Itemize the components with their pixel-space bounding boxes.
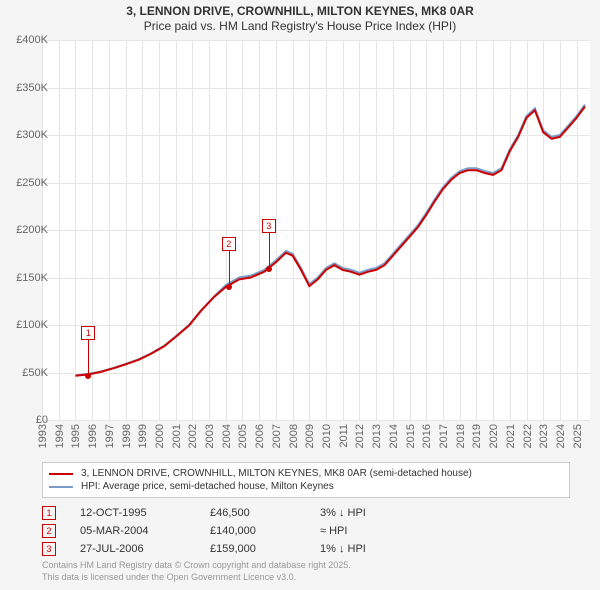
x-axis-label: 2016 (421, 424, 433, 448)
y-axis-label: £400K (16, 34, 48, 46)
footer-line1: Contains HM Land Registry data © Crown c… (42, 560, 351, 572)
marker-line (88, 340, 89, 373)
x-axis-label: 2014 (388, 424, 400, 448)
transaction-date: 05-MAR-2004 (80, 525, 210, 537)
x-axis-label: 2008 (288, 424, 300, 448)
x-axis-label: 2019 (471, 424, 483, 448)
x-axis-label: 1998 (121, 424, 133, 448)
x-axis-label: 2024 (555, 424, 567, 448)
x-axis-label: 2017 (438, 424, 450, 448)
x-axis-label: 2001 (171, 424, 183, 448)
legend-item: 3, LENNON DRIVE, CROWNHILL, MILTON KEYNE… (49, 467, 563, 480)
x-axis-label: 2010 (321, 424, 333, 448)
x-axis-label: 2002 (187, 424, 199, 448)
footer-line2: This data is licensed under the Open Gov… (42, 572, 351, 584)
x-axis-label: 2000 (154, 424, 166, 448)
x-axis-label: 1994 (54, 424, 66, 448)
transaction-price: £140,000 (210, 525, 320, 537)
x-axis-label: 2011 (338, 424, 350, 448)
series-property (75, 107, 585, 376)
chart-container: 3, LENNON DRIVE, CROWNHILL, MILTON KEYNE… (0, 0, 600, 590)
legend-label: HPI: Average price, semi-detached house,… (81, 481, 334, 492)
y-axis-label: £250K (16, 177, 48, 189)
x-axis-label: 1997 (104, 424, 116, 448)
y-axis-label: £100K (16, 319, 48, 331)
marker-dot (266, 266, 272, 272)
transaction-marker: 1 (42, 506, 56, 520)
x-axis-label: 2006 (254, 424, 266, 448)
marker-label: 2 (222, 237, 236, 251)
chart-lines (42, 40, 590, 420)
x-axis-label: 2015 (405, 424, 417, 448)
x-axis-label: 2018 (455, 424, 467, 448)
transaction-row: 3 27-JUL-2006£159,0001% ↓ HPI (42, 540, 420, 558)
y-axis-label: £200K (16, 224, 48, 236)
transaction-marker: 2 (42, 524, 56, 538)
x-axis-label: 2004 (221, 424, 233, 448)
transaction-row: 1 12-OCT-1995£46,5003% ↓ HPI (42, 504, 420, 522)
transaction-price: £46,500 (210, 507, 320, 519)
transaction-diff: ≈ HPI (320, 525, 420, 537)
marker-label: 3 (262, 219, 276, 233)
x-axis-label: 2021 (505, 424, 517, 448)
x-axis-label: 1996 (87, 424, 99, 448)
x-axis-label: 2020 (488, 424, 500, 448)
y-axis-label: £300K (16, 129, 48, 141)
legend-item: HPI: Average price, semi-detached house,… (49, 480, 563, 493)
marker-dot (85, 373, 91, 379)
x-axis-label: 1999 (137, 424, 149, 448)
y-axis-label: £50K (22, 367, 48, 379)
x-axis-label: 1995 (70, 424, 82, 448)
x-axis-label: 2003 (204, 424, 216, 448)
y-axis-label: £150K (16, 272, 48, 284)
transaction-date: 27-JUL-2006 (80, 543, 210, 555)
footer-attribution: Contains HM Land Registry data © Crown c… (42, 560, 351, 583)
x-axis-label: 2012 (354, 424, 366, 448)
x-axis-label: 2007 (271, 424, 283, 448)
legend: 3, LENNON DRIVE, CROWNHILL, MILTON KEYNE… (42, 462, 570, 498)
title-line2: Price paid vs. HM Land Registry's House … (0, 19, 600, 33)
series-hpi (75, 105, 585, 376)
y-axis-label: £350K (16, 82, 48, 94)
transaction-diff: 3% ↓ HPI (320, 507, 420, 519)
x-axis-label: 1993 (37, 424, 49, 448)
x-axis-label: 2023 (538, 424, 550, 448)
transaction-row: 2 05-MAR-2004£140,000≈ HPI (42, 522, 420, 540)
title-line1: 3, LENNON DRIVE, CROWNHILL, MILTON KEYNE… (0, 4, 600, 18)
transaction-diff: 1% ↓ HPI (320, 543, 420, 555)
transaction-date: 12-OCT-1995 (80, 507, 210, 519)
legend-swatch (49, 486, 73, 488)
transaction-price: £159,000 (210, 543, 320, 555)
marker-label: 1 (81, 326, 95, 340)
gridline-h (42, 420, 590, 421)
marker-line (229, 251, 230, 284)
legend-swatch (49, 473, 73, 475)
transactions-table: 1 12-OCT-1995£46,5003% ↓ HPI 2 05-MAR-2004£… (42, 504, 420, 558)
x-axis-label: 2022 (522, 424, 534, 448)
x-axis-label: 2025 (572, 424, 584, 448)
marker-dot (226, 284, 232, 290)
title-area: 3, LENNON DRIVE, CROWNHILL, MILTON KEYNE… (0, 0, 600, 35)
legend-label: 3, LENNON DRIVE, CROWNHILL, MILTON KEYNE… (81, 468, 472, 479)
x-axis-label: 2013 (371, 424, 383, 448)
chart-plot-area: 1 2 3 (42, 40, 590, 420)
x-axis-label: 2005 (237, 424, 249, 448)
x-axis-label: 2009 (304, 424, 316, 448)
transaction-marker: 3 (42, 542, 56, 556)
marker-line (269, 233, 270, 266)
